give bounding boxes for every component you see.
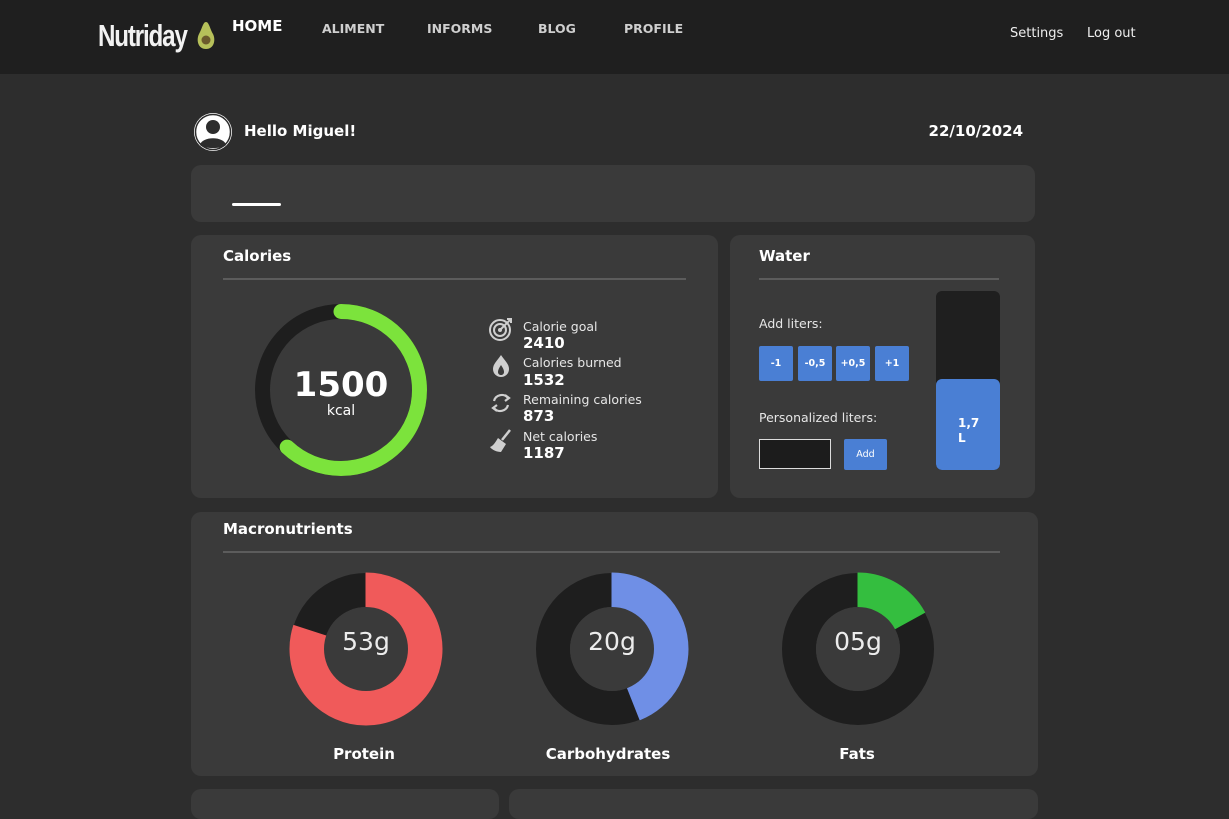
donut-hole — [816, 607, 900, 691]
tab-aliment[interactable]: ALIMENT — [322, 21, 385, 36]
plus-one-liter-button[interactable]: +1 — [875, 346, 909, 381]
fats-donut-chart — [782, 572, 934, 725]
protein-donut-chart — [289, 572, 443, 726]
calorie-goal-label: Calorie goal — [523, 319, 598, 334]
broom-icon — [490, 429, 511, 452]
carbohydrates-donut-chart — [536, 572, 689, 725]
settings-link[interactable]: Settings — [1010, 26, 1064, 41]
calorie-ring-progress — [255, 304, 427, 476]
tab-informs[interactable]: INFORMS — [427, 21, 493, 36]
water-level-gauge — [936, 291, 1000, 470]
fats-value: 05g — [834, 627, 882, 656]
greeting-row: Hello Miguel! 22/10/2024 — [193, 112, 1023, 152]
tab-blog[interactable]: BLOG — [538, 21, 576, 36]
tab-profile[interactable]: PROFILE — [624, 21, 684, 36]
tab-home[interactable]: HOME — [232, 17, 283, 35]
calories-title: Calories — [223, 247, 292, 265]
minus-one-liter-button[interactable]: -1 — [759, 346, 793, 381]
calorie-goal-value: 2410 — [523, 334, 565, 352]
fats-label: Fats — [839, 745, 875, 763]
remaining-calories-label: Remaining calories — [523, 392, 642, 407]
nutriday-logo[interactable]: Nutriday — [98, 18, 216, 54]
macronutrients-title: Macronutrients — [223, 520, 353, 538]
add-liters-button[interactable]: Add — [844, 439, 887, 470]
calories-burned-label: Calories burned — [523, 355, 622, 370]
avocado-icon — [197, 22, 215, 49]
flame-icon — [493, 355, 509, 377]
calorie-ring-chart — [255, 304, 427, 476]
protein-label: Protein — [333, 745, 395, 763]
top-navbar: Nutriday Settings Log out — [0, 0, 1229, 74]
net-calories-label: Net calories — [523, 429, 598, 444]
calories-burned-value: 1532 — [523, 371, 565, 389]
net-calories-value: 1187 — [523, 444, 565, 462]
personalized-liters-input[interactable] — [759, 439, 831, 469]
plus-half-liter-button[interactable]: +0,5 — [836, 346, 870, 381]
refresh-icon — [491, 393, 511, 413]
donut-hole — [570, 607, 654, 691]
personalized-liters-label: Personalized liters: — [759, 410, 878, 425]
water-divider — [759, 278, 999, 280]
carbohydrates-label: Carbohydrates — [545, 745, 671, 763]
bottom-card-right — [509, 789, 1038, 819]
target-icon — [489, 318, 512, 341]
logout-link[interactable]: Log out — [1087, 26, 1136, 41]
calories-divider — [223, 278, 686, 280]
remaining-calories-value: 873 — [523, 407, 555, 425]
protein-value: 53g — [342, 627, 390, 656]
calorie-ring-value: 1500 — [293, 365, 389, 405]
donut-hole — [324, 607, 408, 691]
minus-half-liter-button[interactable]: -0,5 — [798, 346, 832, 381]
water-level-text: 1,7 L — [958, 416, 980, 445]
macronutrients-divider — [223, 551, 1000, 553]
user-avatar-icon[interactable] — [193, 112, 233, 152]
greeting-text: Hello Miguel! — [244, 122, 357, 140]
water-level-fill — [936, 378, 1000, 470]
water-title: Water — [759, 247, 810, 265]
calorie-ring-unit: kcal — [326, 403, 356, 419]
bottom-card-left — [191, 789, 499, 819]
main-tabs — [191, 165, 1035, 222]
active-tab-underline — [232, 203, 281, 206]
logo-text: Nutriday — [98, 18, 188, 53]
current-date: 22/10/2024 — [928, 122, 1023, 140]
add-liters-label: Add liters: — [759, 316, 823, 331]
carbohydrates-value: 20g — [588, 627, 636, 656]
